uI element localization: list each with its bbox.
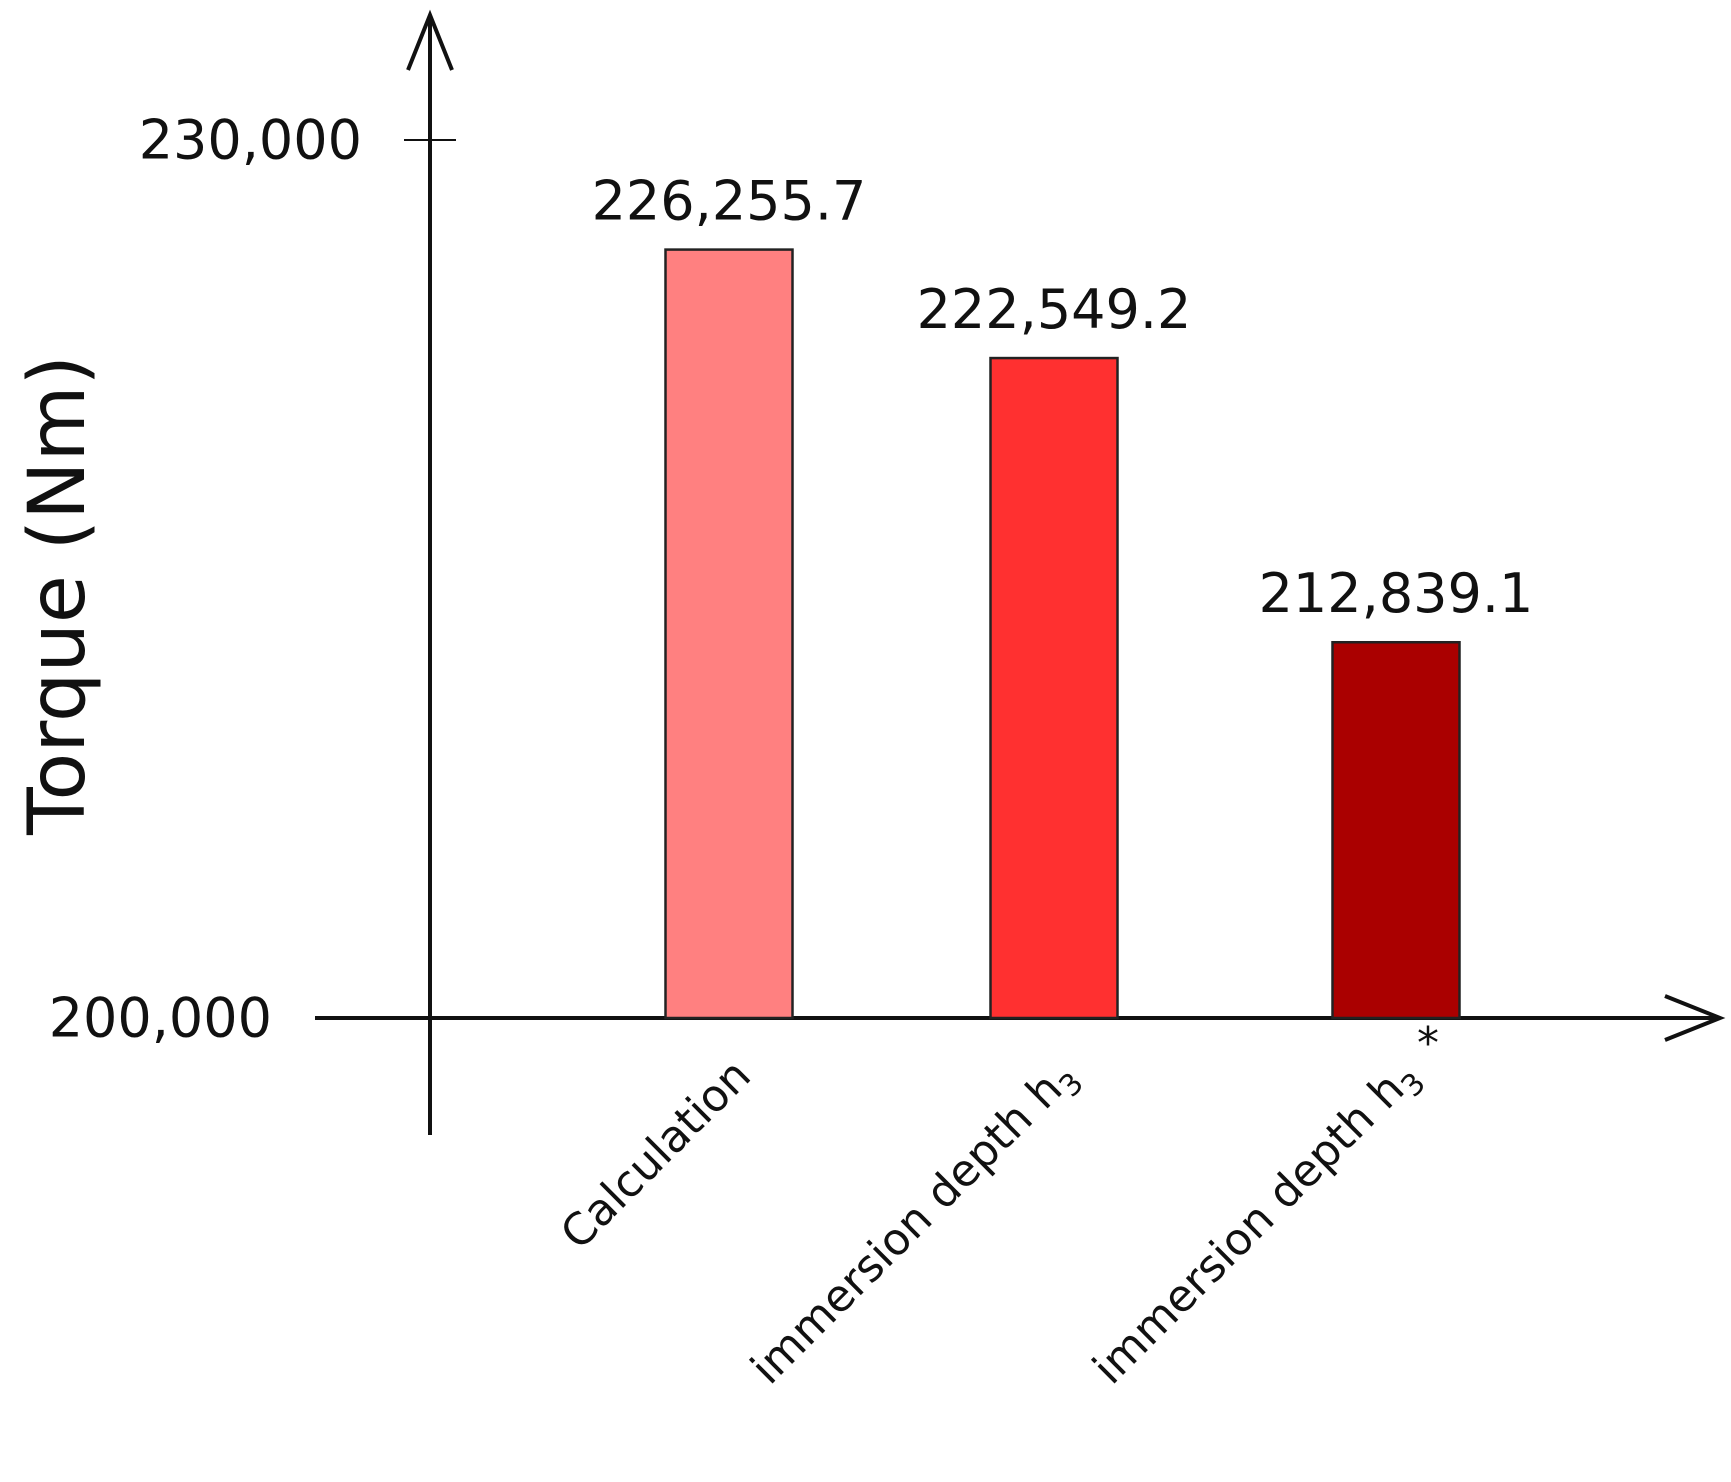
y-tick-label: 230,000 [139, 109, 362, 172]
bar [664, 248, 794, 1020]
bar-value-label: 212,839.1 [1259, 562, 1534, 625]
bars [664, 248, 1461, 1020]
category-label: Calculation [551, 1050, 761, 1260]
category-label-superscript: * [1417, 1018, 1439, 1069]
category-label: immersion depth h3 [741, 1050, 1090, 1399]
bar-value-label: 226,255.7 [592, 170, 867, 233]
category-label: immersion depth h3 [1083, 1050, 1432, 1399]
y-axis-title: Torque (Nm) [13, 355, 103, 836]
value-labels: 226,255.7 222,549.2 212,839.1 [592, 170, 1534, 626]
y-ticks: 200,000 230,000 [49, 109, 456, 1050]
bar-value-label: 222,549.2 [917, 278, 1192, 341]
bar [1331, 640, 1461, 1020]
y-tick-label: 200,000 [49, 987, 272, 1050]
bar [989, 356, 1119, 1020]
x-axis-arrowhead [1664, 994, 1726, 1042]
y-axis-arrowhead [406, 9, 454, 71]
